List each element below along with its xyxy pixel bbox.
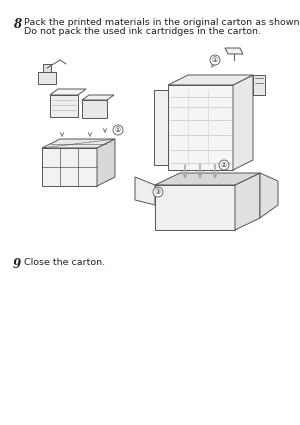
Polygon shape bbox=[135, 177, 155, 205]
Polygon shape bbox=[43, 64, 51, 72]
Polygon shape bbox=[168, 75, 253, 85]
Polygon shape bbox=[42, 139, 115, 148]
Text: 8: 8 bbox=[13, 18, 21, 31]
Polygon shape bbox=[42, 148, 97, 186]
Polygon shape bbox=[235, 173, 260, 230]
Text: Pack the printed materials in the original carton as shown below.: Pack the printed materials in the origin… bbox=[24, 18, 300, 27]
Polygon shape bbox=[253, 75, 265, 95]
Text: Close the carton.: Close the carton. bbox=[24, 258, 105, 267]
Polygon shape bbox=[155, 173, 260, 185]
Polygon shape bbox=[97, 139, 115, 186]
Polygon shape bbox=[154, 90, 168, 165]
Polygon shape bbox=[233, 75, 253, 170]
Text: ①: ① bbox=[212, 57, 218, 63]
Text: ③: ③ bbox=[155, 189, 161, 195]
Polygon shape bbox=[50, 95, 78, 117]
Circle shape bbox=[153, 187, 163, 197]
Polygon shape bbox=[225, 48, 243, 54]
Circle shape bbox=[210, 55, 220, 65]
Polygon shape bbox=[260, 173, 278, 218]
Polygon shape bbox=[168, 85, 233, 170]
Polygon shape bbox=[155, 185, 235, 230]
Polygon shape bbox=[82, 100, 107, 118]
Circle shape bbox=[113, 125, 123, 135]
Polygon shape bbox=[50, 89, 86, 95]
Circle shape bbox=[219, 160, 229, 170]
Text: ①: ① bbox=[115, 127, 121, 133]
Text: 9: 9 bbox=[13, 258, 21, 271]
Text: ②: ② bbox=[221, 162, 227, 168]
Text: Do not pack the used ink cartridges in the carton.: Do not pack the used ink cartridges in t… bbox=[24, 27, 261, 36]
Polygon shape bbox=[82, 95, 114, 100]
Polygon shape bbox=[38, 72, 56, 84]
